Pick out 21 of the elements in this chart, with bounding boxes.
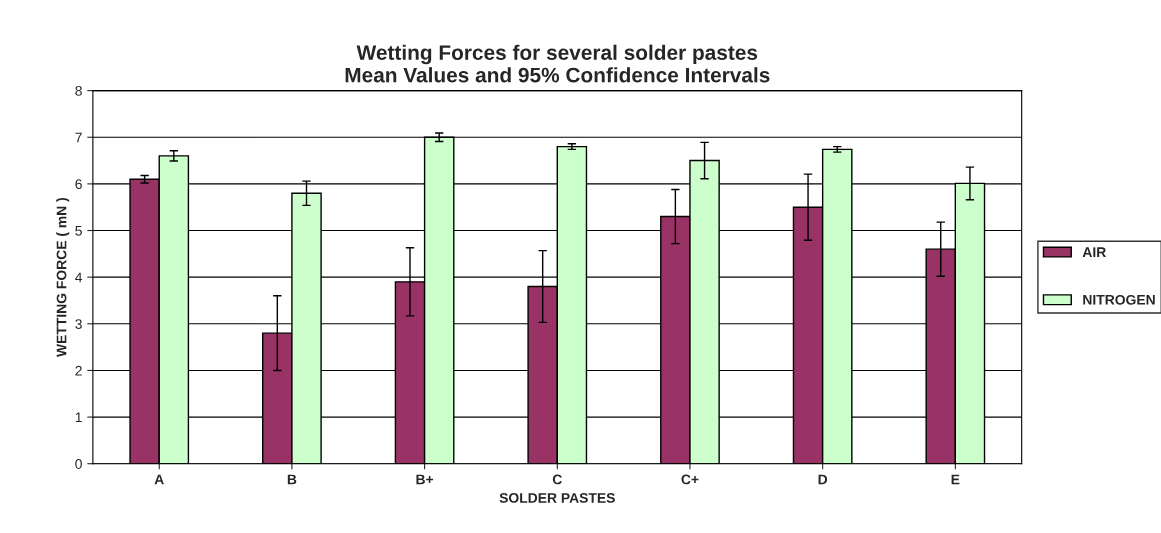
y-axis-title: WETTING FORCE ( mN ) <box>56 198 70 357</box>
y-tick-label: 1 <box>75 412 82 423</box>
x-axis-title: SOLDER PASTES <box>499 493 615 503</box>
x-tick-label: D <box>818 474 828 485</box>
y-tick-label: 5 <box>75 226 82 236</box>
chart-title: Wetting Forces for several solder pastes Mean Values and 95% Confidence Intervals <box>345 44 770 83</box>
x-tick-label: E <box>951 474 960 485</box>
y-tick-label: 0 <box>75 459 82 469</box>
x-tick-label: C+ <box>681 474 699 485</box>
y-tick-label: 8 <box>75 85 82 96</box>
x-tick-label: C <box>552 474 562 485</box>
legend-label: AIR <box>1082 247 1106 257</box>
y-tick-label: 2 <box>75 365 82 376</box>
y-tick-label: 7 <box>75 132 82 143</box>
x-tick-label: A <box>154 474 164 485</box>
legend-label: NITROGEN <box>1083 294 1155 305</box>
x-tick-label: B <box>287 474 297 485</box>
y-tick-label: 6 <box>75 179 82 190</box>
x-tick-label: B+ <box>416 474 434 485</box>
y-tick-label: 4 <box>75 272 83 283</box>
y-tick-label: 3 <box>75 319 82 329</box>
